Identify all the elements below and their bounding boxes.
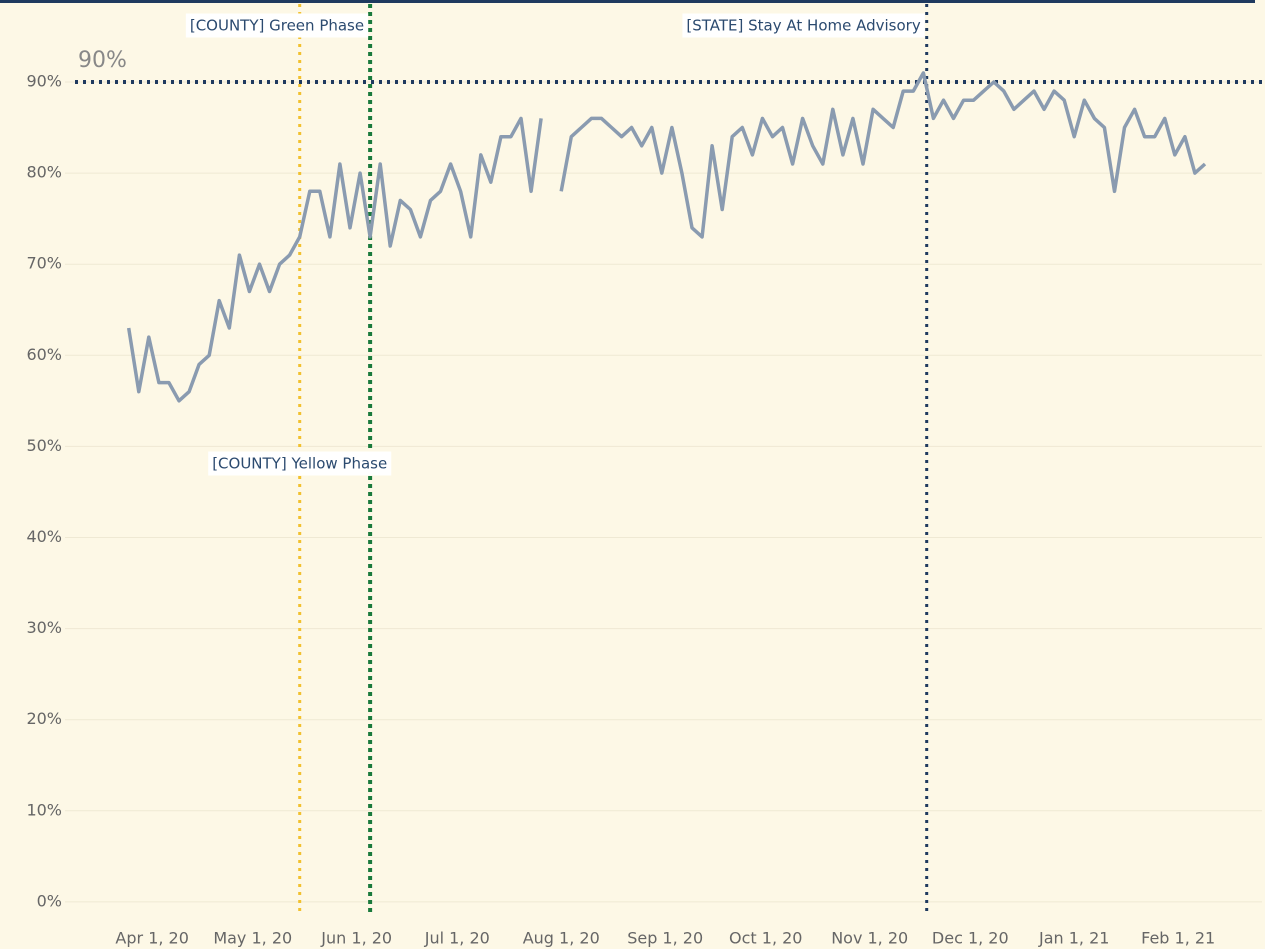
y-tick-label: 70%	[26, 254, 62, 273]
x-tick-label: Jul 1, 20	[424, 929, 490, 948]
top-bar	[0, 0, 1255, 3]
x-tick-label: Aug 1, 20	[523, 929, 600, 948]
x-tick-label: Oct 1, 20	[729, 929, 802, 948]
annotation-box	[185, 13, 369, 38]
y-tick-label: 0%	[37, 891, 62, 910]
annotation-box	[682, 13, 925, 38]
x-tick-label: May 1, 20	[213, 929, 292, 948]
target-label: 90%	[78, 48, 127, 73]
annotation-label: [COUNTY] Green Phase	[190, 17, 364, 35]
x-tick-label: Sep 1, 20	[627, 929, 703, 948]
x-tick-label: Dec 1, 20	[932, 929, 1009, 948]
y-tick-label: 40%	[26, 527, 62, 546]
annotation-box	[208, 451, 392, 476]
x-tick-label: Nov 1, 20	[831, 929, 908, 948]
x-tick-label: Jun 1, 20	[320, 929, 392, 948]
y-tick-label: 80%	[26, 163, 62, 182]
data-line	[126, 71, 1207, 403]
x-tick-label: Feb 1, 21	[1141, 929, 1215, 948]
x-tick-label: Jan 1, 21	[1038, 929, 1109, 948]
y-tick-label: 90%	[26, 71, 62, 90]
y-tick-label: 10%	[26, 800, 62, 819]
x-tick-label: Apr 1, 20	[115, 929, 188, 948]
y-tick-label: 60%	[26, 345, 62, 364]
annotation-label: [STATE] Stay At Home Advisory	[686, 17, 920, 35]
annotation-label: [COUNTY] Yellow Phase	[212, 455, 387, 473]
y-tick-label: 30%	[26, 618, 62, 637]
y-tick-label: 20%	[26, 709, 62, 728]
y-tick-label: 50%	[26, 436, 62, 455]
